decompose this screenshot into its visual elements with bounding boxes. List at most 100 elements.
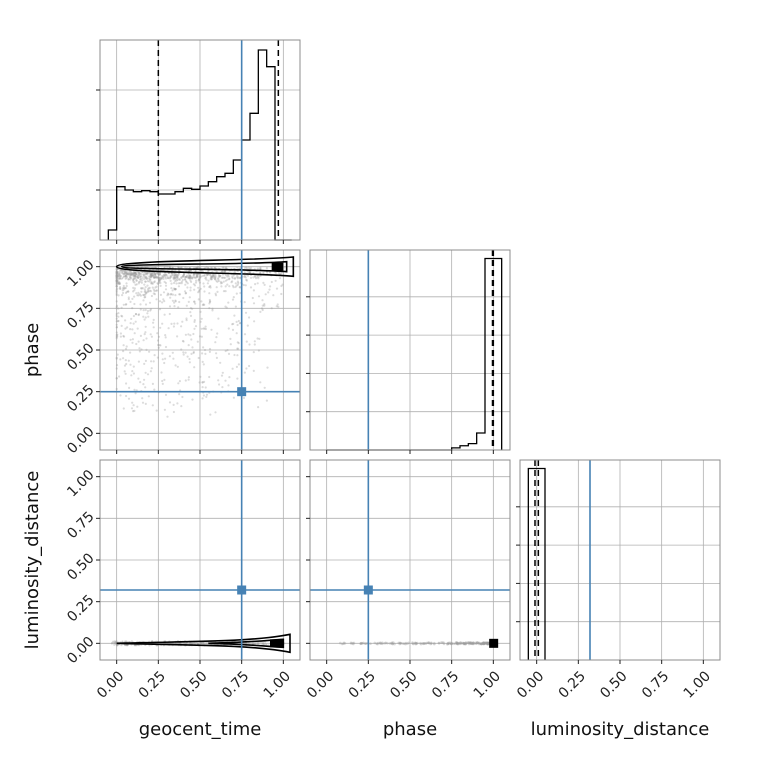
posterior-sample xyxy=(231,284,234,287)
posterior-sample xyxy=(249,271,252,274)
posterior-sample xyxy=(117,281,121,284)
posterior-sample xyxy=(142,309,145,312)
posterior-sample xyxy=(401,642,405,645)
tick-label: 1.00 xyxy=(471,668,504,701)
posterior-sample xyxy=(133,272,136,275)
posterior-sample xyxy=(133,409,136,412)
posterior-sample xyxy=(144,295,147,299)
posterior-sample xyxy=(182,340,185,343)
posterior-sample xyxy=(154,275,157,278)
posterior-sample xyxy=(253,642,257,645)
posterior-sample xyxy=(163,274,166,277)
posterior-sample xyxy=(193,319,196,322)
posterior-sample xyxy=(383,642,387,645)
posterior-sample xyxy=(481,642,485,645)
posterior-sample xyxy=(130,272,133,275)
posterior-sample xyxy=(267,291,270,294)
posterior-sample xyxy=(359,642,363,645)
posterior-sample xyxy=(124,274,127,277)
posterior-sample xyxy=(429,641,433,645)
posterior-sample xyxy=(198,281,201,284)
posterior-sample xyxy=(482,642,486,646)
posterior-sample xyxy=(161,382,164,385)
posterior-sample xyxy=(124,303,127,306)
posterior-sample xyxy=(205,278,208,281)
posterior-sample xyxy=(202,346,205,349)
posterior-sample xyxy=(130,276,133,280)
posterior-sample xyxy=(158,279,161,282)
posterior-sample xyxy=(176,274,179,277)
posterior-sample xyxy=(160,276,163,279)
posterior-sample xyxy=(131,273,134,276)
posterior-sample xyxy=(209,284,212,288)
posterior-sample xyxy=(159,281,162,285)
posterior-sample xyxy=(470,642,473,645)
posterior-sample xyxy=(131,338,134,341)
posterior-sample xyxy=(404,642,407,646)
posterior-sample xyxy=(199,287,202,290)
posterior-sample xyxy=(233,314,236,317)
posterior-sample xyxy=(219,361,222,364)
posterior-sample xyxy=(178,380,181,383)
posterior-sample xyxy=(447,642,451,645)
posterior-sample xyxy=(115,280,118,283)
posterior-sample xyxy=(137,273,140,276)
posterior-sample xyxy=(125,394,128,398)
posterior-sample xyxy=(450,642,453,646)
posterior-sample xyxy=(183,290,187,293)
posterior-sample xyxy=(456,642,459,646)
posterior-sample xyxy=(231,323,234,326)
posterior-sample xyxy=(131,401,134,404)
posterior-sample xyxy=(110,642,114,645)
posterior-sample xyxy=(437,642,441,645)
posterior-sample xyxy=(236,347,239,350)
posterior-sample xyxy=(426,641,430,645)
posterior-sample xyxy=(277,271,280,275)
posterior-sample xyxy=(206,273,209,276)
posterior-sample xyxy=(194,325,198,328)
posterior-sample xyxy=(115,364,119,367)
posterior-sample xyxy=(150,274,153,277)
posterior-sample xyxy=(156,339,160,342)
posterior-sample xyxy=(127,272,131,275)
posterior-sample xyxy=(118,281,121,284)
posterior-sample xyxy=(132,278,135,281)
posterior-sample xyxy=(202,282,205,285)
posterior-sample xyxy=(157,276,160,279)
posterior-sample xyxy=(140,287,143,290)
posterior-sample xyxy=(182,296,185,300)
posterior-sample xyxy=(235,292,238,295)
posterior-sample xyxy=(205,642,208,646)
posterior-sample xyxy=(197,286,200,289)
posterior-sample xyxy=(157,273,160,276)
tick-label: 0.00 xyxy=(94,668,127,701)
posterior-sample xyxy=(204,325,207,328)
posterior-sample xyxy=(239,277,242,280)
posterior-sample xyxy=(127,397,131,400)
posterior-sample xyxy=(163,378,166,381)
posterior-sample xyxy=(448,641,452,644)
posterior-sample xyxy=(115,278,118,281)
posterior-sample xyxy=(252,276,255,279)
posterior-sample xyxy=(195,275,198,278)
posterior-sample xyxy=(208,350,211,353)
posterior-sample xyxy=(115,300,118,303)
posterior-sample xyxy=(158,276,161,279)
posterior-sample xyxy=(141,397,144,400)
posterior-sample xyxy=(121,640,124,643)
posterior-sample xyxy=(172,410,175,414)
posterior-sample xyxy=(459,641,463,644)
posterior-sample xyxy=(132,410,135,413)
posterior-sample xyxy=(165,273,168,276)
posterior-sample xyxy=(158,280,161,283)
posterior-sample xyxy=(157,282,160,285)
posterior-sample xyxy=(470,641,473,645)
posterior-sample xyxy=(164,276,167,279)
posterior-sample xyxy=(124,286,127,290)
posterior-sample xyxy=(199,310,202,313)
posterior-sample xyxy=(135,313,138,316)
posterior-sample xyxy=(194,281,198,284)
posterior-sample xyxy=(134,273,137,276)
posterior-sample xyxy=(264,293,267,296)
posterior-sample xyxy=(262,271,265,275)
